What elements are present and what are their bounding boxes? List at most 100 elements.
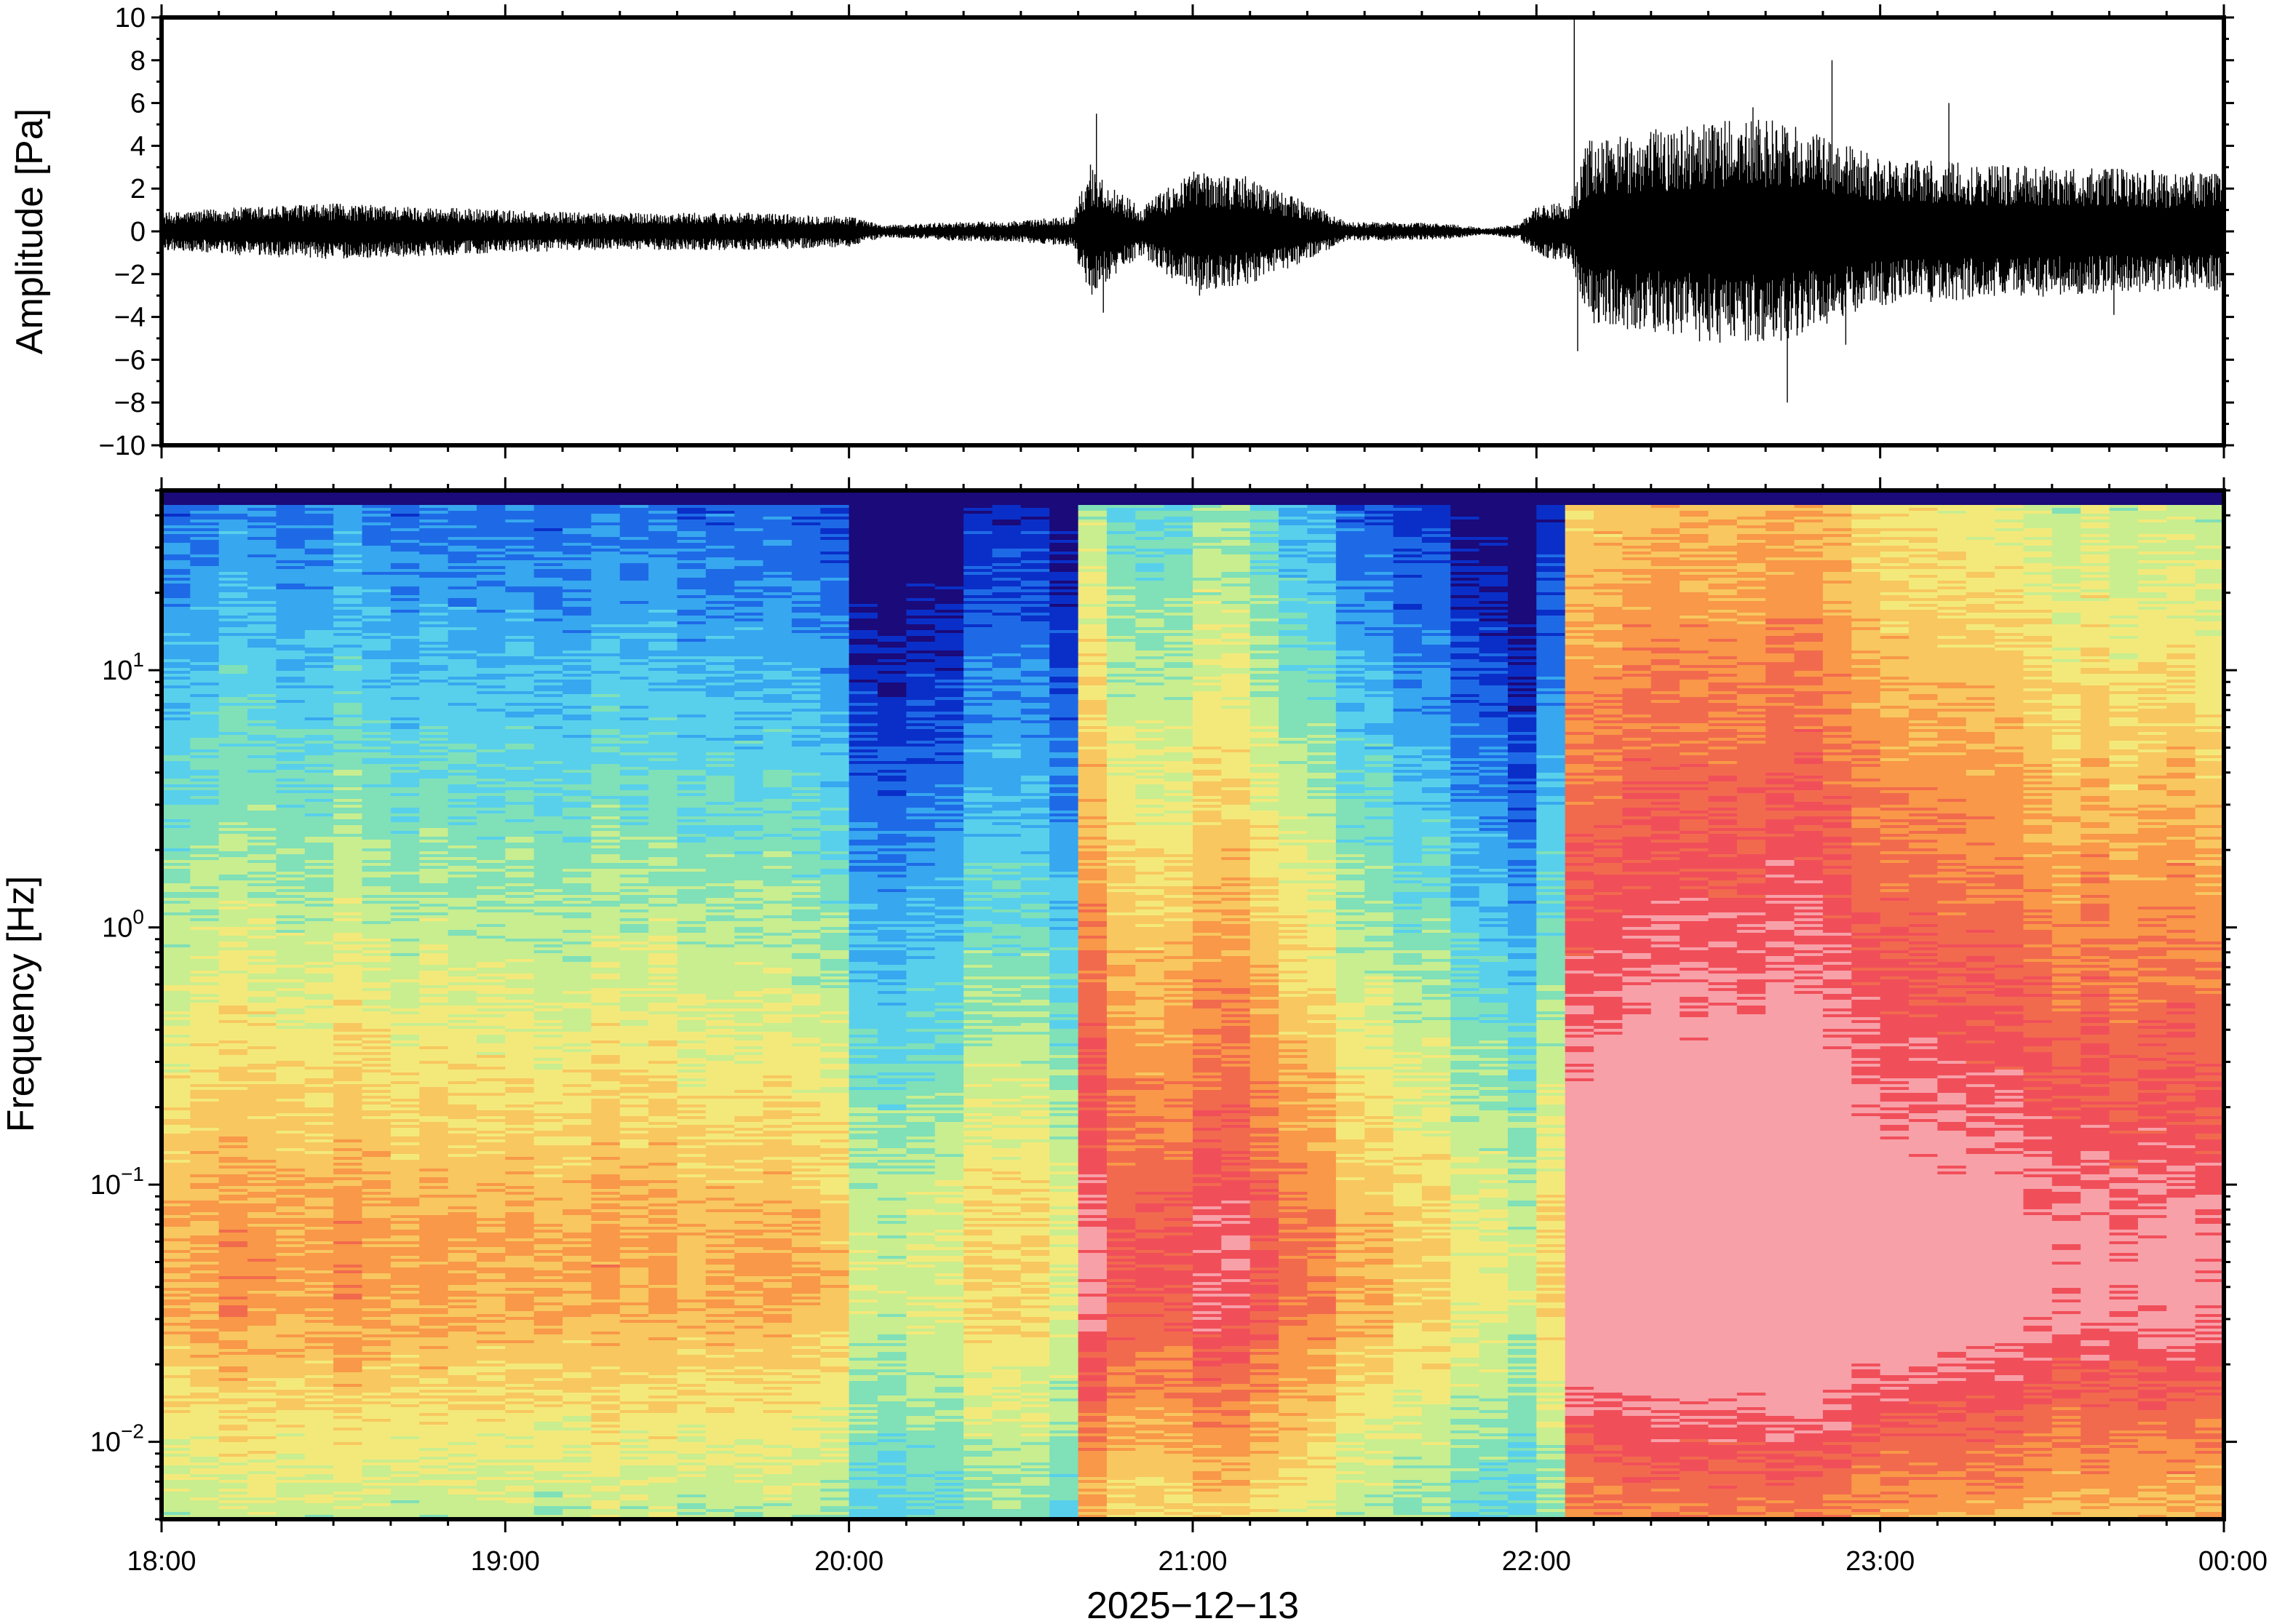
- spectrogram-cell: [247, 1017, 277, 1020]
- spectrogram-cell: [477, 997, 506, 1000]
- spectrogram-cell: [247, 1442, 277, 1445]
- spectrogram-cell: [190, 860, 219, 863]
- spectrogram-cell: [276, 767, 305, 770]
- spectrogram-cell: [247, 1305, 277, 1308]
- spectrogram-cell: [362, 770, 392, 773]
- spectrogram-cell: [190, 1040, 219, 1043]
- spectrogram-cell: [505, 843, 534, 845]
- spectrogram-cell: [391, 1180, 420, 1183]
- spectrogram-cell: [419, 776, 448, 779]
- spectrogram-cell: [448, 1067, 477, 1070]
- spectrogram-cell: [391, 653, 420, 656]
- spectrogram-cell: [477, 1512, 506, 1515]
- spectrogram-cell: [333, 1038, 362, 1040]
- spectrogram-cell: [477, 1332, 506, 1334]
- spectrogram-cell: [419, 1058, 448, 1061]
- spectrogram-cell: [190, 1116, 219, 1119]
- spectrogram-cell: [190, 508, 219, 511]
- spectrogram-cell: [305, 1020, 334, 1023]
- spectrogram-cell: [276, 1332, 305, 1334]
- spectrogram-cell: [162, 1375, 191, 1378]
- spectrogram-cell: [391, 892, 420, 895]
- spectrogram-cell: [419, 1323, 448, 1326]
- spectrogram-cell: [362, 939, 392, 942]
- spectrogram-cell: [391, 685, 420, 688]
- spectrogram-cell: [362, 665, 392, 668]
- spectrogram-cell: [162, 607, 191, 610]
- spectrogram-cell: [162, 691, 191, 694]
- spectrogram-cell: [391, 1096, 420, 1099]
- spectrogram-cell: [276, 621, 305, 624]
- spectrogram-cell: [333, 1174, 362, 1177]
- spectrogram-cell: [505, 968, 534, 971]
- spectrogram-cell: [305, 1355, 334, 1358]
- spectrogram-cell: [419, 1346, 448, 1349]
- spectrogram-cell: [505, 1364, 534, 1366]
- spectrogram-cell: [162, 1043, 191, 1046]
- spectrogram-cell: [534, 560, 563, 563]
- spectrogram-cell: [219, 1139, 248, 1142]
- spectrogram-cell: [391, 1227, 420, 1230]
- spectrogram-cell: [505, 682, 534, 685]
- spectrogram-cell: [448, 560, 477, 563]
- spectrogram-cell: [419, 947, 448, 950]
- spectrogram-cell: [391, 843, 420, 845]
- spectrogram-cell: [162, 1384, 191, 1387]
- spectrogram-cell: [419, 691, 448, 694]
- spectrogram-cell: [305, 1000, 334, 1003]
- spectrogram-cell: [505, 1064, 534, 1067]
- spectrogram-cell: [391, 1442, 420, 1445]
- spectrogram-cell: [534, 1157, 563, 1160]
- spectrogram-cell: [477, 1509, 506, 1512]
- spectrogram-cell: [419, 1008, 448, 1011]
- spectrogram-cell: [276, 968, 305, 971]
- spectrogram-cell: [333, 537, 362, 540]
- spectrogram-cell: [362, 546, 392, 549]
- spectrogram-cell: [276, 790, 305, 793]
- spectrogram-cell: [219, 1285, 248, 1288]
- spectrogram-cell: [477, 1413, 506, 1416]
- spectrogram-cell: [362, 1364, 392, 1366]
- spectrogram-cell: [505, 944, 534, 947]
- spectrogram-cell: [219, 700, 248, 703]
- spectrogram-cell: [448, 1032, 477, 1035]
- spectrogram-cell: [276, 1267, 305, 1270]
- spectrogram-cell: [247, 1198, 277, 1201]
- spectrogram-cell: [477, 1070, 506, 1072]
- spectrogram-cell: [305, 1128, 334, 1131]
- spectrogram-cell: [305, 1157, 334, 1160]
- spectrogram-cell: [419, 1410, 448, 1413]
- spectrogram-cell: [190, 618, 219, 621]
- spectrogram-cell: [190, 1291, 219, 1294]
- spectrogram-cell: [305, 1131, 334, 1134]
- spectrogram-cell: [333, 1215, 362, 1218]
- spectrogram-cell: [162, 933, 191, 936]
- spectrogram-cell: [448, 1364, 477, 1366]
- spectrogram-cell: [276, 1340, 305, 1343]
- spectrogram-cell: [333, 1279, 362, 1282]
- spectrogram-cell: [305, 668, 334, 671]
- spectrogram-cell: [190, 1366, 219, 1369]
- spectrogram-cell: [448, 959, 477, 962]
- spectrogram-cell: [419, 616, 448, 618]
- spectrogram-cell: [419, 1358, 448, 1361]
- spectrogram-cell: [448, 1238, 477, 1241]
- spectrogram-cell: [162, 1206, 191, 1209]
- spectrogram-cell: [362, 889, 392, 892]
- spectrogram-cell: [219, 1282, 248, 1285]
- spectrogram-cell: [333, 1032, 362, 1035]
- spectrogram-cell: [419, 1238, 448, 1241]
- spectrogram-cell: [219, 1419, 248, 1422]
- spectrogram-cell: [247, 1189, 277, 1192]
- spectrogram-cell: [534, 528, 563, 531]
- spectrogram-cell: [333, 1218, 362, 1221]
- spectrogram-cell: [477, 1425, 506, 1428]
- spectrogram-cell: [190, 715, 219, 717]
- spectrogram-cell: [419, 1235, 448, 1238]
- spectrogram-cell: [276, 1465, 305, 1468]
- waveform-y-tick-label: 6: [130, 89, 146, 119]
- spectrogram-cell: [448, 642, 477, 645]
- spectrogram-cell: [190, 1230, 219, 1233]
- spectrogram-cell: [276, 901, 305, 904]
